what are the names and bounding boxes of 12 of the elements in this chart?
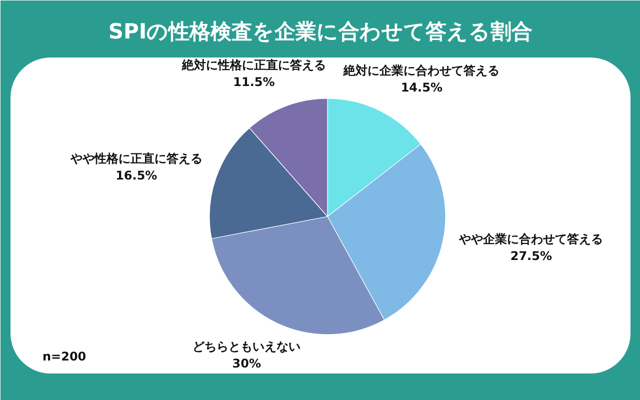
- chart-title: SPIの性格検査を企業に合わせて答える割合: [108, 20, 533, 44]
- data-label: 16.5%: [116, 168, 158, 182]
- slice-label: 絶対に企業に合わせて答える: [342, 64, 500, 78]
- slice-label: やや性格に正直に答える: [69, 151, 202, 166]
- data-label: 27.5%: [510, 249, 552, 264]
- data-label: 30%: [232, 356, 261, 370]
- slice-label: 絶対に性格に正直に答える: [180, 58, 326, 72]
- text: n=200: [42, 350, 86, 364]
- slice-label: やや企業に合わせて答える: [458, 232, 604, 246]
- data-label: 14.5%: [400, 80, 442, 95]
- data-label: 11.5%: [233, 74, 275, 89]
- slice-label: どちらともいえない: [192, 339, 301, 354]
